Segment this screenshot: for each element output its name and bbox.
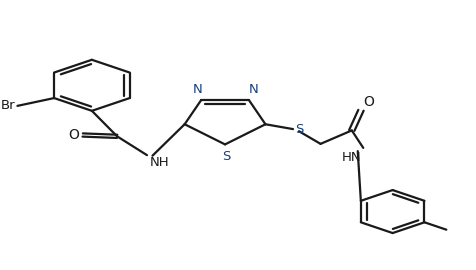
Text: S: S [222, 150, 230, 163]
Text: NH: NH [149, 157, 169, 170]
Text: N: N [248, 83, 258, 96]
Text: N: N [193, 83, 202, 96]
Text: Br: Br [0, 99, 15, 112]
Text: O: O [363, 95, 374, 109]
Text: HN: HN [341, 151, 361, 164]
Text: O: O [68, 128, 79, 142]
Text: S: S [295, 123, 304, 136]
